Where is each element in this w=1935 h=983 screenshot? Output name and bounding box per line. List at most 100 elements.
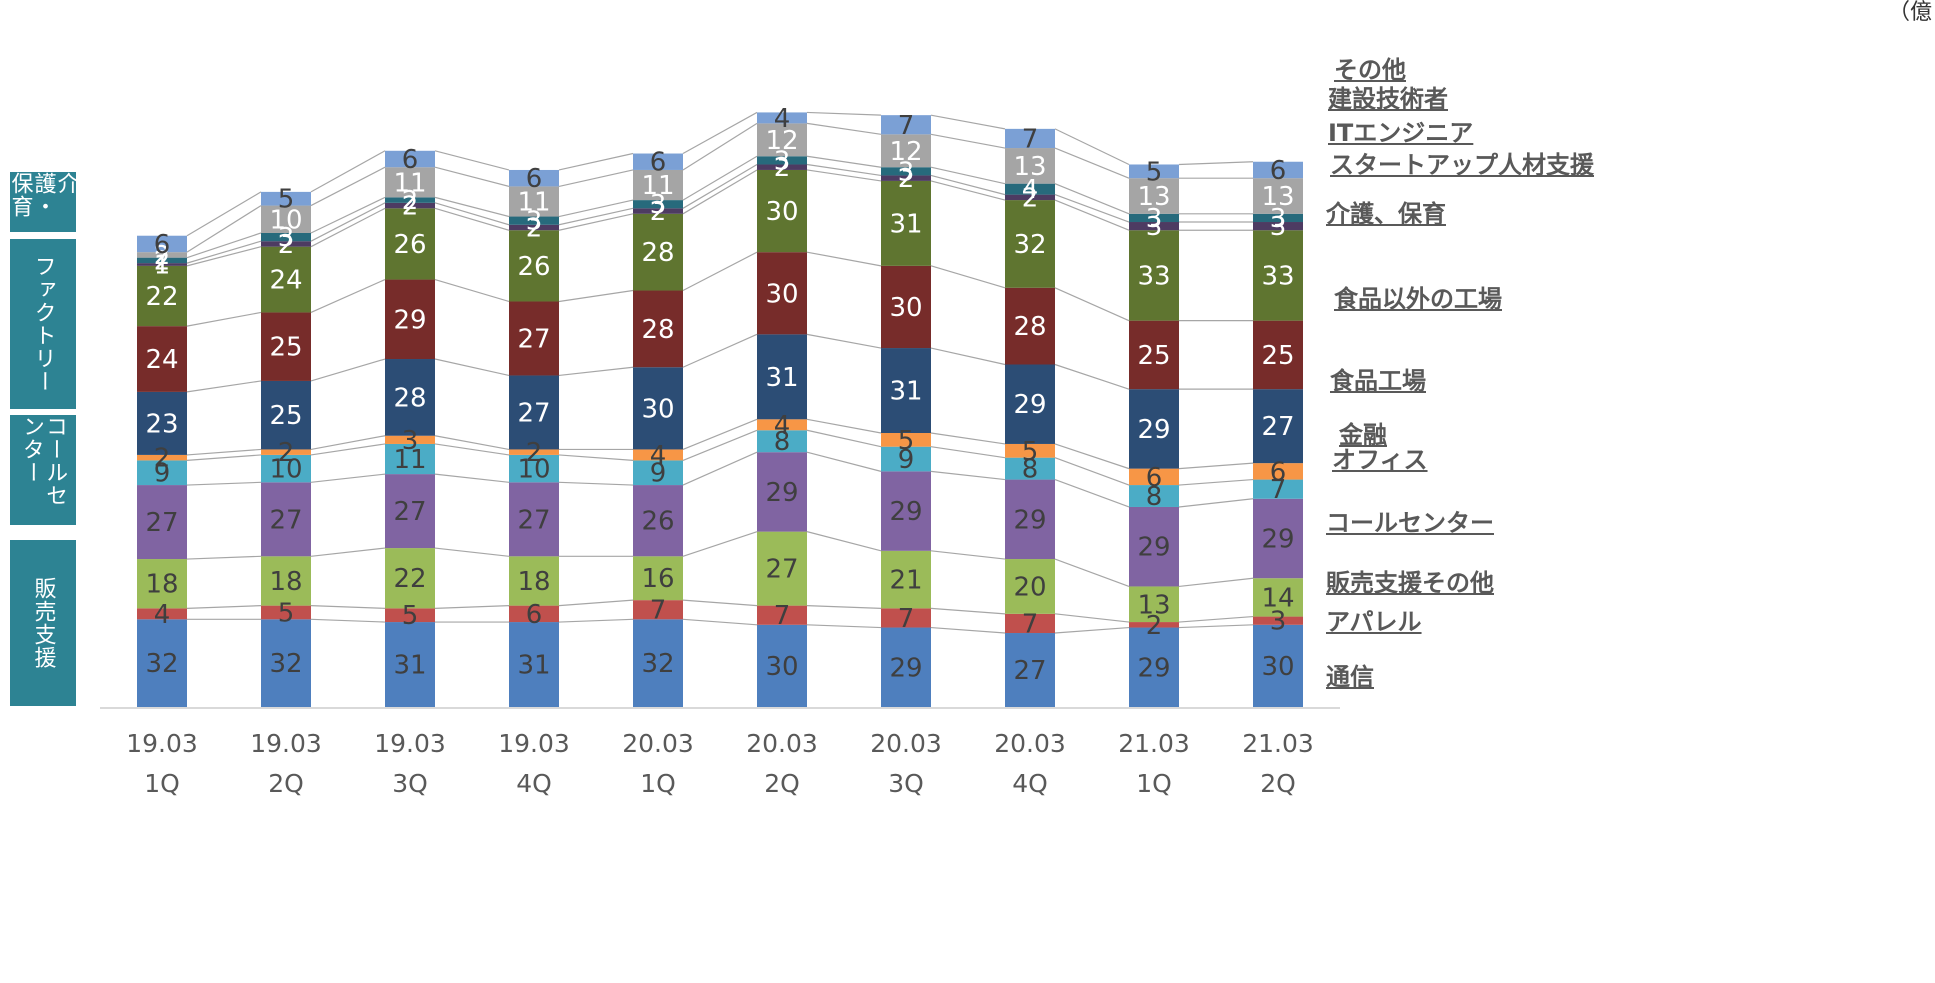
data-label: 18 xyxy=(269,567,302,597)
connector-line xyxy=(434,358,510,377)
data-label: 28 xyxy=(1013,312,1046,342)
connector-line xyxy=(310,473,386,483)
series-label: コールセンター xyxy=(1326,509,1494,537)
connector-line xyxy=(186,205,262,253)
data-label: 1 xyxy=(154,250,171,280)
bar-segment xyxy=(881,550,931,609)
connector-line xyxy=(558,481,634,486)
connector-line xyxy=(682,418,758,450)
data-label: 7 xyxy=(898,111,915,141)
data-label: 31 xyxy=(889,209,922,239)
bar-segment xyxy=(509,556,559,606)
group-box-kaigo: 介護・保育 xyxy=(7,172,79,232)
data-label: 28 xyxy=(393,383,426,413)
data-label: 31 xyxy=(765,363,798,393)
bar-segment xyxy=(757,156,807,165)
data-label: 29 xyxy=(1137,415,1170,445)
bar-segment xyxy=(137,391,187,455)
bar-segment xyxy=(633,290,683,368)
bar-segment xyxy=(881,134,931,168)
data-label: 5 xyxy=(278,598,295,628)
bar-stack xyxy=(137,235,187,707)
series-label: 金融 xyxy=(1339,421,1387,449)
data-label: 27 xyxy=(269,505,302,535)
bar-segment xyxy=(1253,213,1303,223)
bar-segment xyxy=(757,419,807,431)
connector-line xyxy=(806,169,882,182)
bar-segment xyxy=(385,359,435,436)
connector-line xyxy=(558,454,634,461)
connector-line xyxy=(434,196,510,218)
connector-line xyxy=(434,473,510,483)
bar-segment xyxy=(633,208,683,214)
data-label: 10 xyxy=(269,205,302,235)
x-tick-label: 2Q xyxy=(764,769,800,798)
x-tick-label: 2Q xyxy=(268,769,304,798)
connector-line xyxy=(310,166,386,207)
data-label: 2 xyxy=(898,164,915,194)
connector-line xyxy=(1054,613,1130,623)
data-label: 30 xyxy=(765,279,798,309)
data-label: 29 xyxy=(1137,533,1170,563)
connector-line xyxy=(434,547,510,557)
connector-line xyxy=(186,448,262,456)
connector-line xyxy=(558,213,634,231)
group-label-kaigo: 介護・保育 xyxy=(7,172,79,218)
bar-segment xyxy=(509,230,559,302)
bar-segment xyxy=(137,559,187,609)
data-label: 29 xyxy=(393,305,426,335)
bar-segment xyxy=(1005,194,1055,201)
bar-segment xyxy=(261,619,311,707)
bar-segment xyxy=(757,334,807,420)
connector-line xyxy=(186,555,262,560)
data-label: 26 xyxy=(517,252,550,282)
connector-line xyxy=(806,333,882,349)
data-label: 10 xyxy=(517,455,550,485)
data-label: 33 xyxy=(1261,261,1294,291)
bar-segment xyxy=(881,608,931,628)
x-tick-label: 19.03 xyxy=(374,729,446,758)
group-label-sales: 販売支援 xyxy=(30,577,56,669)
data-label: 24 xyxy=(145,345,178,375)
x-tick-label: 19.03 xyxy=(250,729,322,758)
data-label: 6 xyxy=(1146,463,1163,493)
connector-line xyxy=(930,133,1006,149)
data-label: 21 xyxy=(889,566,922,596)
data-label: 12 xyxy=(765,126,798,156)
bar-segment xyxy=(137,460,187,486)
connector-line xyxy=(1178,161,1254,166)
bar-segment xyxy=(1129,389,1179,469)
bar-segment xyxy=(1129,586,1179,623)
bar-segment xyxy=(881,180,931,266)
data-label: 7 xyxy=(1022,609,1039,639)
data-label: 22 xyxy=(145,282,178,312)
data-label: 6 xyxy=(650,148,667,178)
bar-segment xyxy=(385,548,435,609)
x-tick-label: 20.03 xyxy=(870,729,942,758)
data-label: 6 xyxy=(526,600,543,630)
bar-segment xyxy=(509,301,559,376)
data-label: 13 xyxy=(1137,590,1170,620)
bar-segment xyxy=(757,605,807,625)
connector-line xyxy=(1178,462,1254,470)
connector-line xyxy=(930,174,1006,196)
bar-segment xyxy=(1129,222,1179,231)
connector-line xyxy=(1054,128,1130,166)
bar-segment xyxy=(385,608,435,623)
bar-segment xyxy=(1129,178,1179,214)
connector-line xyxy=(806,251,882,267)
data-label: 13 xyxy=(1013,152,1046,182)
data-label: 13 xyxy=(1137,182,1170,212)
data-label: 3 xyxy=(774,146,791,176)
connector-line xyxy=(806,163,882,177)
connector-line xyxy=(310,279,386,313)
data-label: 3 xyxy=(402,426,419,456)
data-label: 28 xyxy=(641,315,674,345)
bar-segment xyxy=(1005,559,1055,614)
data-label: 25 xyxy=(1137,341,1170,371)
data-label: 2 xyxy=(774,153,791,183)
bar-segment xyxy=(881,433,931,447)
data-label: 29 xyxy=(1137,653,1170,683)
connector-line xyxy=(930,432,1006,445)
connector-line xyxy=(682,531,758,557)
